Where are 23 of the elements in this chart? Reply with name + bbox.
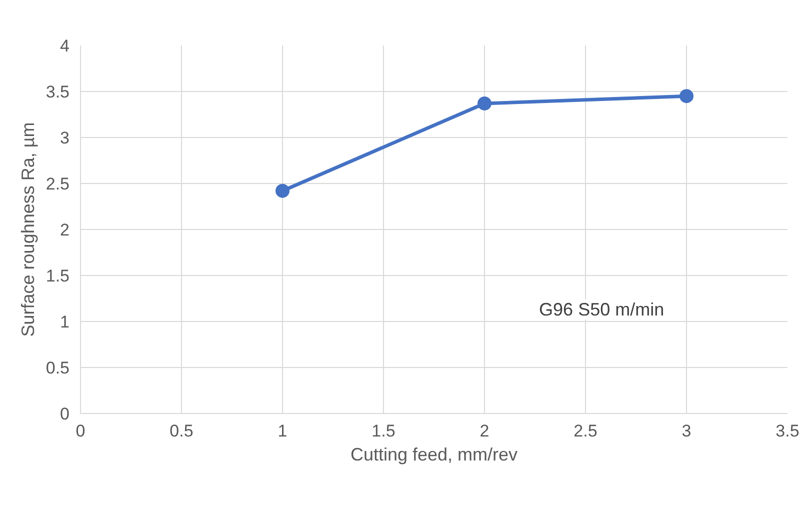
x-axis-title: Cutting feed, mm/rev — [350, 444, 518, 464]
x-tick-label: 1 — [278, 422, 288, 440]
y-axis-title: Surface roughness Ra, µm — [18, 122, 38, 337]
x-tick-label: 0.5 — [170, 422, 194, 440]
y-tick-label: 3 — [60, 128, 70, 148]
annotation: G96 S50 m/min — [539, 300, 664, 320]
y-tick-label: 1.5 — [46, 266, 70, 286]
x-tick-label: 2 — [480, 422, 490, 440]
y-tick-label: 0 — [60, 404, 70, 424]
y-tick-label: 3.5 — [46, 82, 70, 102]
x-tick-label: 3 — [682, 422, 692, 440]
y-tick-label: 4 — [60, 36, 70, 56]
y-tick-label: 2.5 — [46, 174, 70, 194]
point — [276, 184, 290, 198]
point — [680, 89, 694, 104]
x-tick-label: 2.5 — [574, 422, 598, 440]
x-tick-label: 1.5 — [372, 422, 396, 440]
x-tick-label: 0 — [76, 422, 86, 440]
y-tick-label: 2 — [60, 220, 70, 240]
y-tick-label: 0.5 — [46, 358, 70, 378]
y-tick-label: 1 — [60, 312, 70, 332]
point — [478, 96, 492, 110]
x-tick-label: 3.5 — [776, 422, 800, 440]
